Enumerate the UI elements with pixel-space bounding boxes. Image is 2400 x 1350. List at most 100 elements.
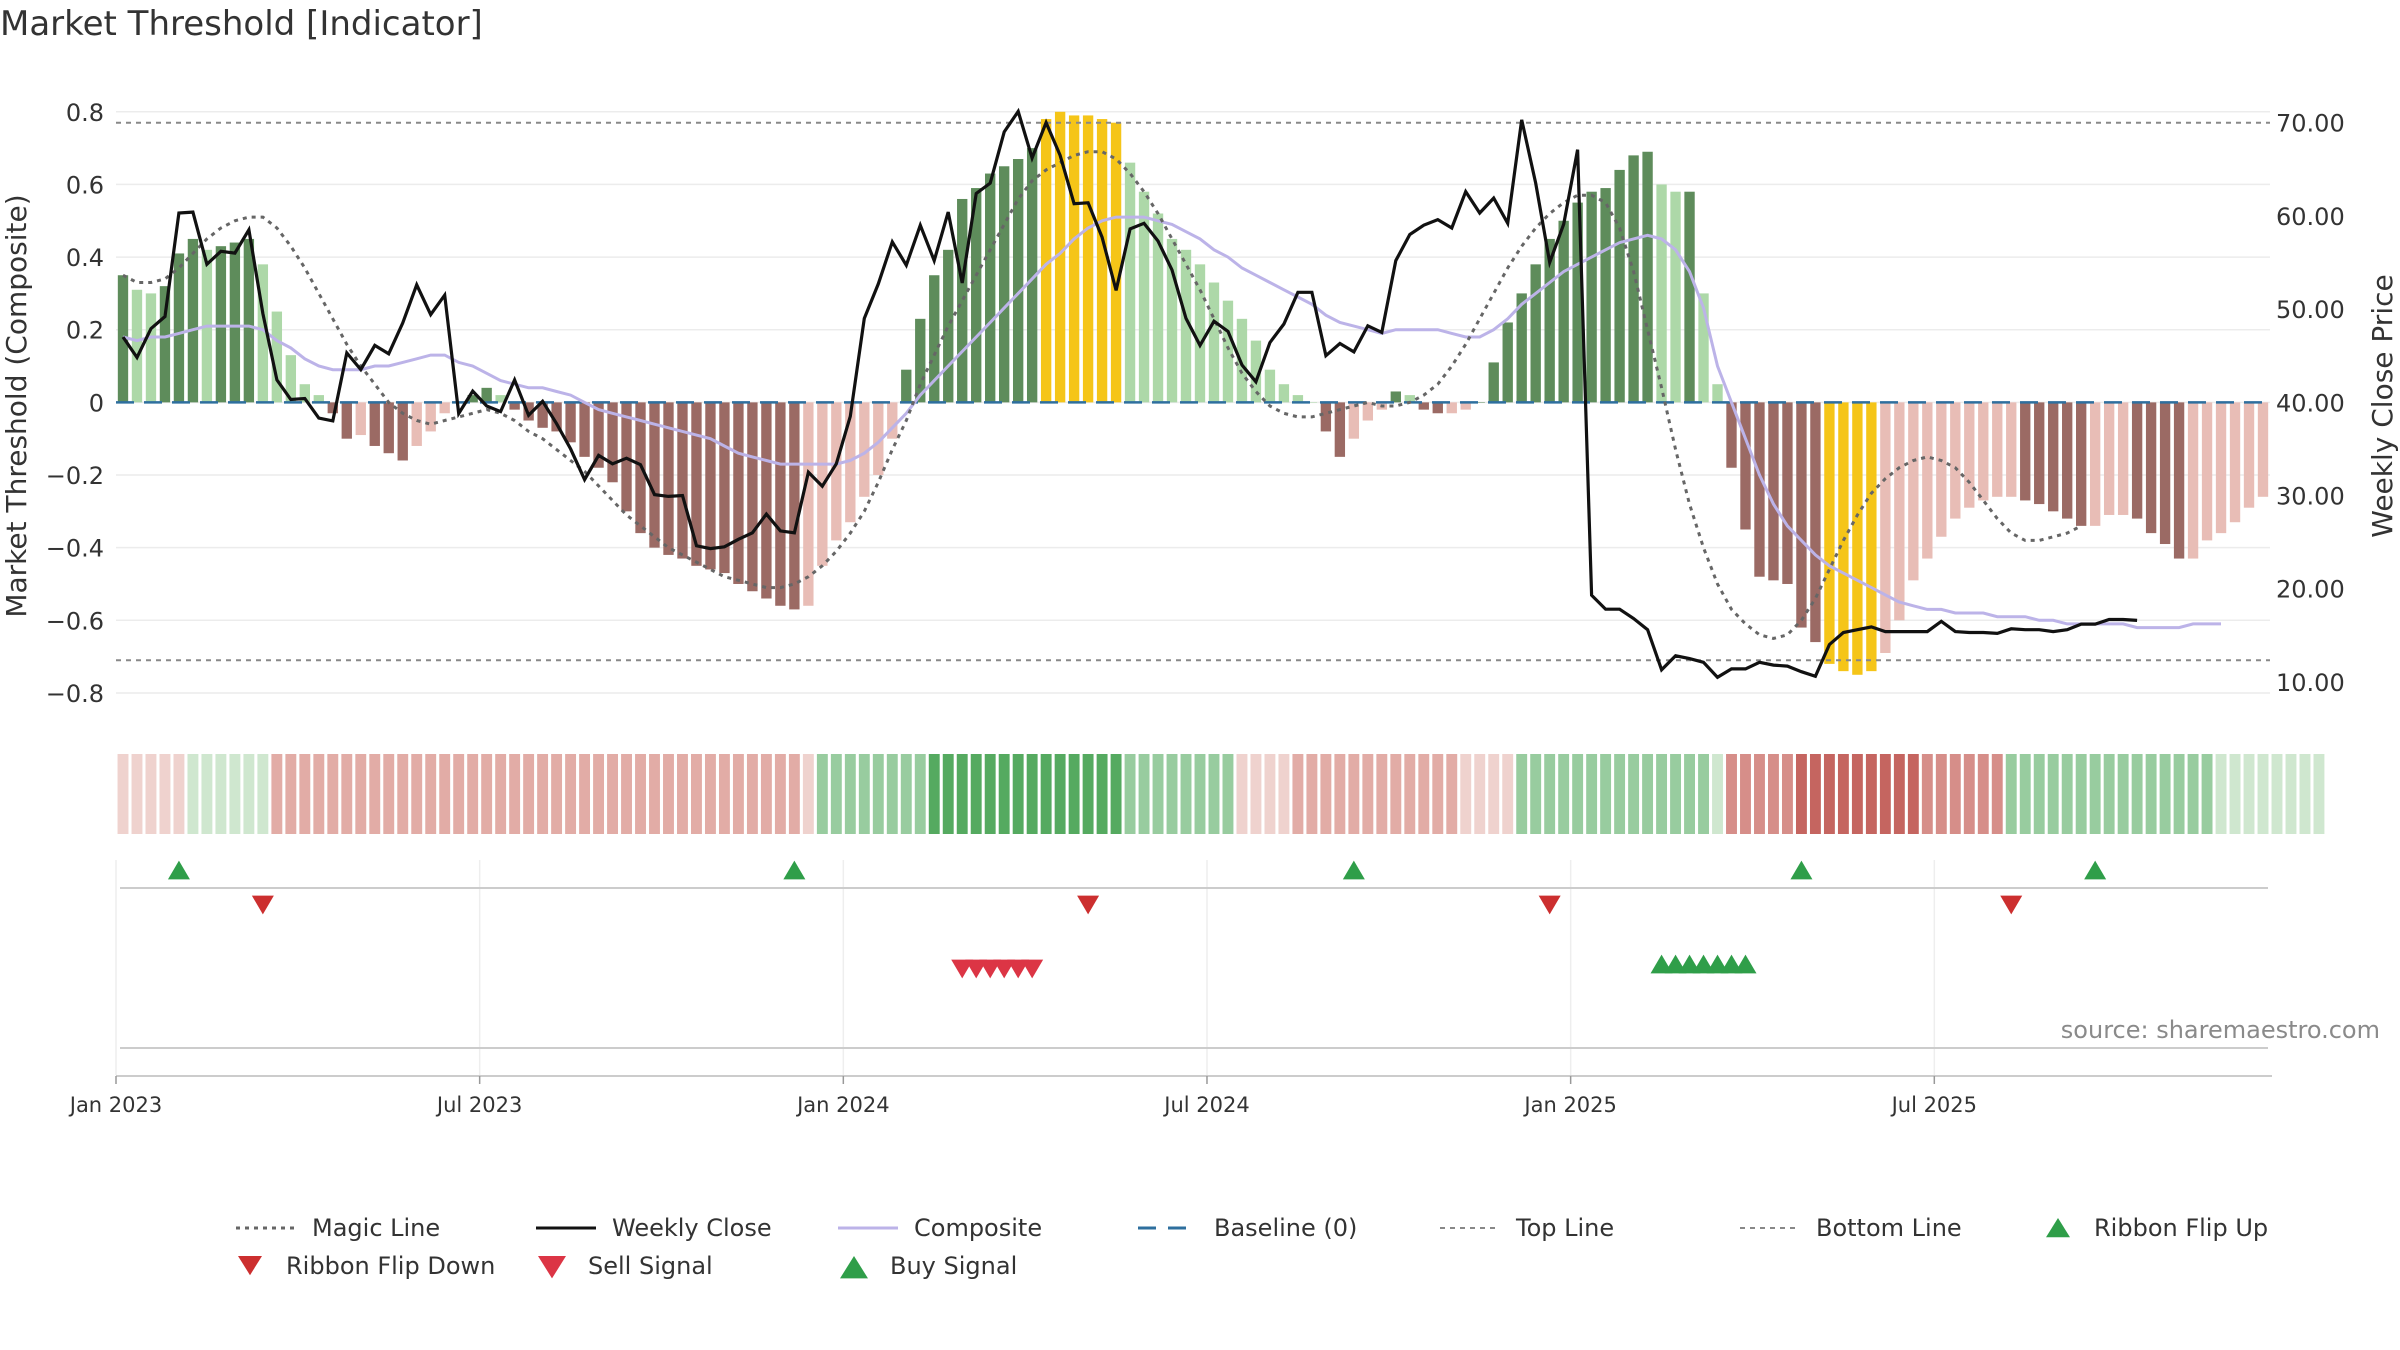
composite-bar — [495, 395, 506, 403]
composite-bar — [369, 402, 380, 446]
buy-signal-marker — [1650, 954, 1673, 974]
ribbon-cell — [117, 754, 129, 834]
ribbon-cell — [2117, 754, 2129, 834]
composite-bar — [2257, 402, 2269, 497]
ribbon-cell — [1935, 754, 1947, 834]
legend-item: Composite — [838, 1212, 1042, 1244]
composite-bar — [873, 402, 884, 476]
ribbon-cell — [1851, 754, 1863, 834]
composite-bar — [327, 402, 338, 414]
ribbon-cell — [593, 754, 605, 834]
composite-bar — [2117, 402, 2129, 515]
ribbon-cell — [2061, 754, 2073, 834]
legend-label: Weekly Close — [612, 1214, 772, 1242]
composite-bar — [1740, 402, 1751, 530]
ribbon-cell — [1740, 754, 1751, 834]
ribbon-cell — [1110, 754, 1122, 834]
ribbon-cell — [1558, 754, 1570, 834]
composite-bar — [271, 311, 283, 403]
legend-line-icon — [236, 1226, 296, 1230]
ribbon-cell — [509, 754, 521, 834]
ribbon-cell — [1656, 754, 1668, 834]
ribbon-cell — [1754, 754, 1765, 834]
composite-bar — [1544, 238, 1555, 403]
legend-label: Ribbon Flip Up — [2094, 1214, 2269, 1242]
ribbon-cell — [1628, 754, 1640, 834]
composite-bar — [1810, 402, 1821, 643]
legend-label: Ribbon Flip Down — [286, 1252, 496, 1280]
composite-bar — [677, 402, 688, 559]
composite-bar — [831, 402, 842, 541]
composite-bar — [1866, 402, 1877, 672]
legend-label: Baseline (0) — [1214, 1214, 1358, 1242]
composite-bar — [1320, 402, 1332, 432]
composite-bar — [313, 395, 324, 403]
composite-bar — [2034, 402, 2045, 505]
composite-bar — [1978, 402, 1989, 501]
composite-bar — [2048, 402, 2059, 512]
ribbon-cell — [760, 754, 772, 834]
composite-bar — [705, 402, 716, 570]
ribbon-cell — [1320, 754, 1332, 834]
composite-bar — [1992, 402, 2003, 497]
ribbon-cell — [677, 754, 688, 834]
ribbon-cell — [998, 754, 1010, 834]
sell-signal-marker — [951, 959, 974, 979]
ribbon-cell — [1362, 754, 1374, 834]
composite-bar — [1572, 202, 1583, 403]
ribbon-cell — [187, 754, 199, 834]
composite-bar — [1600, 188, 1611, 403]
ribbon-cell — [1893, 754, 1905, 834]
legend-item: Sell Signal — [532, 1250, 713, 1282]
composite-bar — [341, 402, 352, 439]
ribbon-cell — [2145, 754, 2157, 834]
composite-bar — [537, 402, 548, 428]
ribbon-cell — [2257, 754, 2269, 834]
ribbon-cell — [718, 754, 730, 834]
legend-label: Magic Line — [312, 1214, 441, 1242]
ribbon-cell — [1949, 754, 1961, 834]
composite-bar — [1586, 191, 1597, 403]
ribbon-cell — [844, 754, 856, 834]
ribbon-cell — [649, 754, 660, 834]
ribbon-cell — [145, 754, 157, 834]
ribbon-cell — [495, 754, 507, 834]
composite-bar — [929, 275, 940, 403]
ribbon-cell — [1586, 754, 1598, 834]
composite-bar — [1446, 402, 1457, 414]
legend-marker-icon — [840, 1256, 868, 1279]
ribbon-cell — [1474, 754, 1486, 834]
composite-bar — [1964, 402, 1975, 508]
composite-bar — [999, 166, 1010, 403]
ribbon-cell — [1054, 754, 1066, 834]
ribbon-cell — [942, 754, 954, 834]
composite-bar — [1936, 402, 1947, 537]
legend-line-icon — [1440, 1227, 1500, 1229]
composite-bar — [1068, 115, 1080, 403]
composite-bar — [1642, 151, 1653, 403]
ribbon-cell — [2313, 754, 2325, 834]
ribbon-cell — [341, 754, 353, 834]
composite-bar — [397, 402, 408, 461]
ribbon-cell — [1865, 754, 1877, 834]
composite-bar — [1838, 402, 1849, 672]
ribbon-cell — [313, 754, 325, 834]
ribbon-cell — [2229, 754, 2241, 834]
composite-bar — [355, 402, 366, 436]
composite-bar — [1166, 238, 1178, 403]
buy-signal-marker — [1692, 954, 1715, 974]
buy-signal-marker — [1734, 954, 1757, 974]
legend-line-icon — [1740, 1227, 1800, 1229]
ribbon-cell — [1809, 754, 1821, 834]
x-tick-label: Jul 2024 — [1162, 1093, 1249, 1117]
composite-bar — [2103, 402, 2115, 515]
composite-bar — [985, 173, 996, 403]
x-tick-label: Jan 2023 — [68, 1093, 163, 1117]
composite-bar — [1012, 159, 1024, 403]
sell-signal-marker — [979, 959, 1002, 979]
composite-bar — [159, 286, 171, 403]
composite-bar — [1908, 402, 1919, 581]
ribbon-cell — [1264, 754, 1276, 834]
ribbon-flip-up-marker — [2084, 860, 2107, 880]
